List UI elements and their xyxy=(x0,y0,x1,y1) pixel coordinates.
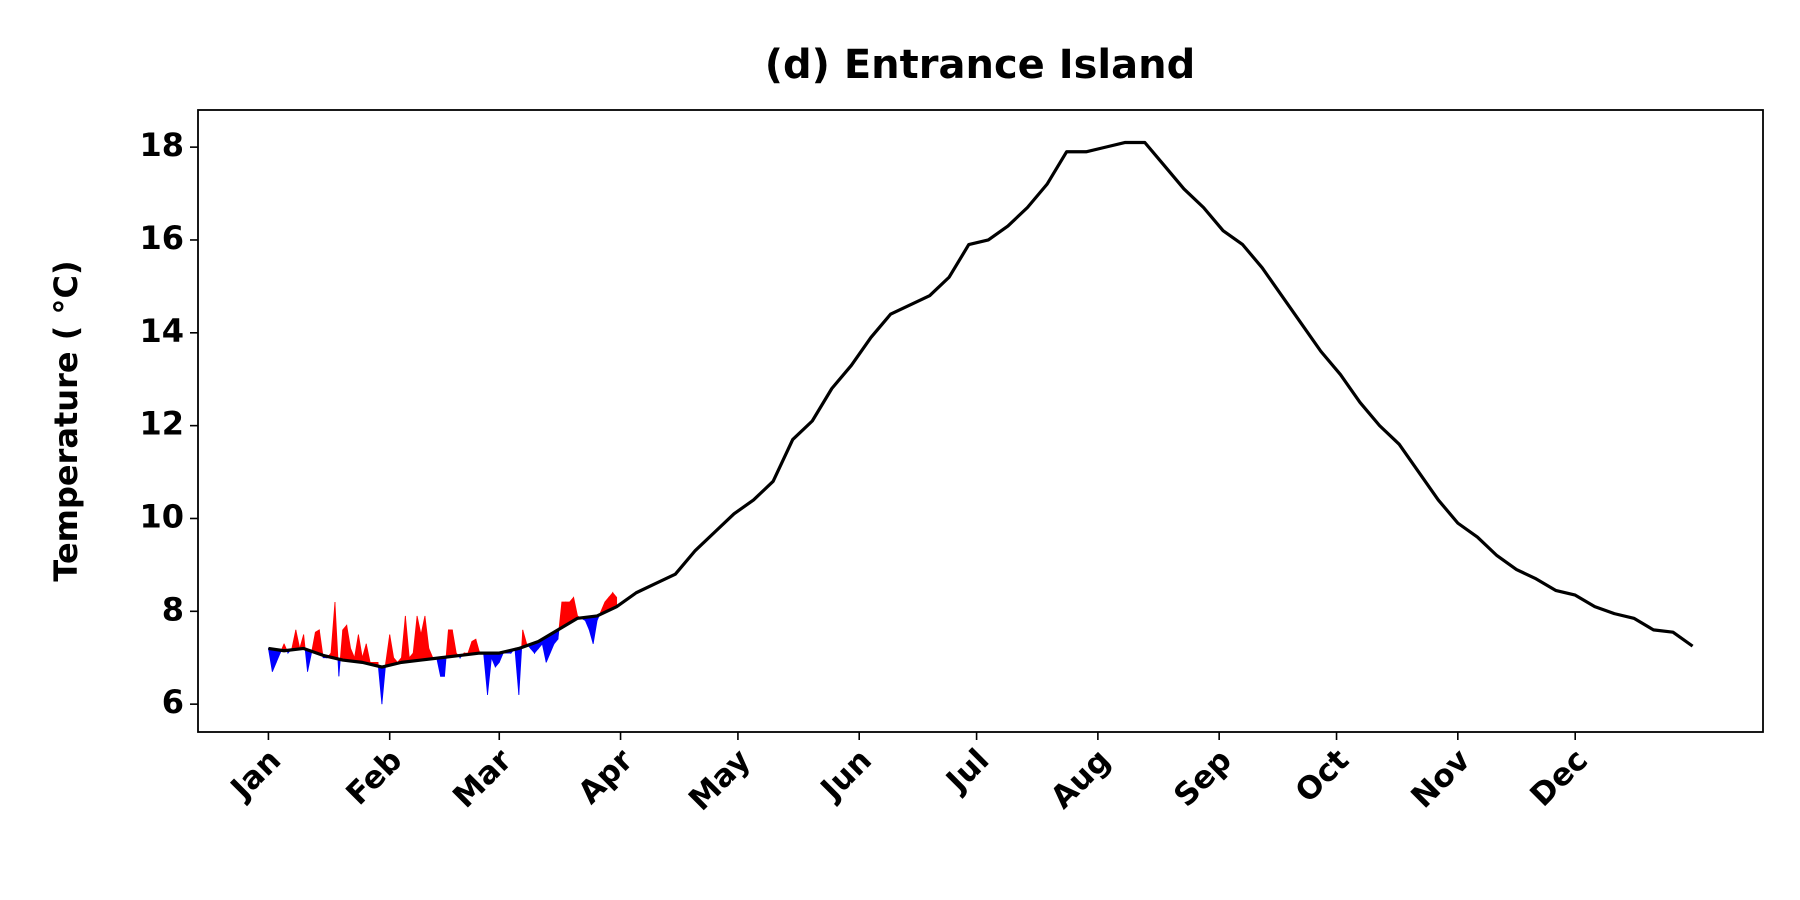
y-tick-label: 14 xyxy=(139,312,184,350)
anomaly-fill xyxy=(588,615,594,644)
anomaly-fill xyxy=(338,658,341,677)
y-tick-label: 18 xyxy=(139,126,184,164)
anomaly-fill xyxy=(365,643,371,665)
anomaly-fill xyxy=(334,602,339,660)
anomaly-fill xyxy=(318,629,324,656)
x-tick-label: Dec xyxy=(1523,742,1595,814)
climatology-line xyxy=(268,140,1694,669)
plot-frame xyxy=(197,109,1764,733)
anomaly-fill xyxy=(420,615,426,661)
y-tick-label: 8 xyxy=(162,590,184,628)
anomaly-fill xyxy=(451,629,457,657)
anomaly-fill xyxy=(404,615,410,663)
anomaly-fill xyxy=(381,665,386,705)
x-tick-label: Jan xyxy=(223,742,288,807)
x-tick-label: Oct xyxy=(1289,742,1357,810)
anomaly-fill xyxy=(412,615,418,662)
anomaly-fill xyxy=(385,634,391,667)
x-tick-label: Aug xyxy=(1044,742,1118,816)
anomaly-fill xyxy=(303,634,306,650)
x-tick-label: May xyxy=(682,742,758,818)
anomaly-fill xyxy=(311,632,316,654)
x-tick-label: Nov xyxy=(1404,742,1477,815)
anomaly-fill xyxy=(447,629,453,658)
chart-title: (d) Entrance Island xyxy=(765,42,1196,88)
x-tick-label: Jun xyxy=(813,742,879,808)
y-axis-label: Temperature ( °C) xyxy=(47,260,85,581)
x-tick-label: Mar xyxy=(446,742,519,815)
anomaly-fill xyxy=(483,652,488,695)
anomaly-fill xyxy=(444,656,447,677)
anomaly-fill xyxy=(314,629,320,655)
anomaly-fill xyxy=(271,648,277,672)
anomaly-fill xyxy=(361,643,367,664)
anomaly-fill xyxy=(487,652,492,695)
x-tick-label: Sep xyxy=(1167,742,1239,814)
anomaly-fill xyxy=(354,634,359,663)
y-tick-label: 6 xyxy=(162,683,184,721)
anomaly-fill xyxy=(267,647,273,672)
anomaly-fill xyxy=(330,601,336,659)
anomaly-fill xyxy=(401,615,406,663)
anomaly-fill xyxy=(436,657,441,677)
anomaly-fill xyxy=(295,629,301,650)
anomaly-fill xyxy=(440,656,445,677)
anomaly-fill xyxy=(291,629,297,651)
anomaly-fill xyxy=(346,625,351,662)
anomaly-fill xyxy=(545,633,551,663)
anomaly-fill xyxy=(514,647,520,695)
x-tick-label: Jul xyxy=(938,742,996,800)
anomaly-fill xyxy=(475,639,481,654)
anomaly-fill xyxy=(424,615,430,661)
anomaly-fill xyxy=(307,649,312,672)
anomaly-fill xyxy=(358,634,363,663)
y-tick-label: 10 xyxy=(139,497,184,535)
anomaly-fill xyxy=(558,601,563,631)
anomaly-fill xyxy=(416,615,422,661)
x-tick-label: Apr xyxy=(571,742,640,811)
anomaly-fill xyxy=(389,634,395,666)
y-tick-label: 12 xyxy=(139,405,184,443)
anomaly-fill xyxy=(592,615,598,644)
anomaly-fill xyxy=(342,624,348,661)
anomaly-fill xyxy=(518,646,523,695)
anomaly-fill xyxy=(377,665,383,705)
anomaly-fill xyxy=(299,634,305,650)
x-tick-label: Feb xyxy=(339,742,409,812)
anomaly-fill xyxy=(471,638,477,655)
anomaly-fill xyxy=(491,652,496,668)
anomaly-fill xyxy=(494,652,500,669)
y-tick-label: 16 xyxy=(139,219,184,257)
